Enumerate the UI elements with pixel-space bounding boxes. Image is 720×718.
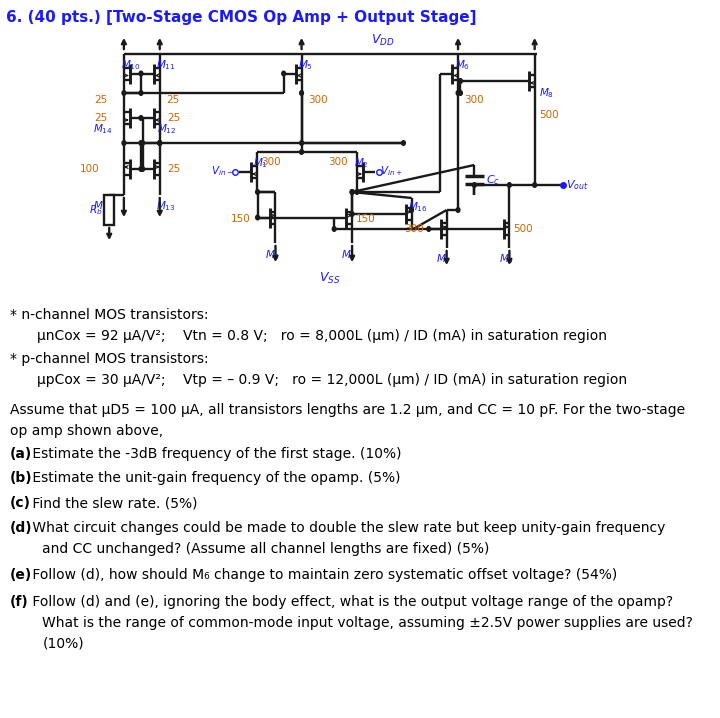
- Circle shape: [350, 212, 354, 216]
- FancyBboxPatch shape: [104, 195, 114, 225]
- Circle shape: [122, 141, 126, 145]
- Circle shape: [456, 208, 460, 213]
- Text: 25: 25: [167, 164, 180, 174]
- Text: 100: 100: [80, 164, 99, 174]
- Text: Assume that μD5 = 100 μA, all transistors lengths are 1.2 μm, and CC = 10 pF. Fo: Assume that μD5 = 100 μA, all transistor…: [10, 403, 685, 417]
- Text: 25: 25: [94, 113, 107, 123]
- Text: Follow (d), how should M₆ change to maintain zero systematic offset voltage? (54: Follow (d), how should M₆ change to main…: [27, 569, 617, 582]
- Text: Follow (d) and (e), ignoring the body effect, what is the output voltage range o: Follow (d) and (e), ignoring the body ef…: [27, 595, 672, 609]
- Circle shape: [410, 208, 413, 213]
- Text: $M_6$: $M_6$: [455, 58, 470, 72]
- Circle shape: [140, 167, 145, 172]
- Text: 300: 300: [404, 224, 424, 234]
- Text: What is the range of common-mode input voltage, assuming ±2.5V power supplies ar: What is the range of common-mode input v…: [42, 616, 693, 630]
- Text: 300: 300: [328, 157, 348, 167]
- Text: $R_b$: $R_b$: [89, 203, 103, 217]
- Circle shape: [158, 141, 161, 145]
- Circle shape: [459, 90, 462, 95]
- Circle shape: [139, 141, 143, 145]
- Text: 300: 300: [261, 157, 282, 167]
- Circle shape: [533, 182, 536, 187]
- Circle shape: [355, 190, 359, 195]
- Text: $M_{14}$: $M_{14}$: [93, 122, 112, 136]
- Text: $M_{15}$: $M_{15}$: [93, 199, 112, 213]
- Text: 25: 25: [94, 95, 107, 105]
- Text: (b): (b): [10, 472, 32, 485]
- Text: $V_{DD}$: $V_{DD}$: [371, 32, 395, 47]
- Circle shape: [256, 190, 259, 195]
- Circle shape: [300, 149, 303, 154]
- Circle shape: [256, 215, 259, 220]
- Circle shape: [282, 71, 286, 76]
- Text: (a): (a): [10, 447, 32, 461]
- Text: Estimate the -3dB frequency of the first stage. (10%): Estimate the -3dB frequency of the first…: [27, 447, 401, 461]
- Circle shape: [139, 167, 143, 172]
- Circle shape: [402, 141, 405, 145]
- Circle shape: [459, 79, 462, 83]
- Circle shape: [508, 182, 511, 187]
- Text: (f): (f): [10, 595, 29, 609]
- Text: $M_1$: $M_1$: [253, 156, 269, 169]
- Circle shape: [427, 227, 431, 231]
- Text: 300: 300: [308, 95, 328, 105]
- Text: What circuit changes could be made to double the slew rate but keep unity-gain f: What circuit changes could be made to do…: [27, 521, 665, 535]
- Text: $V_{in-}$: $V_{in-}$: [212, 164, 234, 178]
- Text: Find the slew rate. (5%): Find the slew rate. (5%): [27, 496, 197, 510]
- Circle shape: [139, 116, 143, 121]
- Text: $V_{SS}$: $V_{SS}$: [318, 271, 340, 286]
- Circle shape: [350, 190, 354, 195]
- Text: 150: 150: [356, 215, 376, 225]
- Text: (10%): (10%): [42, 637, 84, 651]
- Circle shape: [158, 141, 161, 145]
- Text: $M_8$: $M_8$: [539, 86, 554, 100]
- Circle shape: [333, 227, 336, 231]
- Text: 500: 500: [513, 224, 533, 234]
- Text: (d): (d): [10, 521, 32, 535]
- Text: Estimate the unit-gain frequency of the opamp. (5%): Estimate the unit-gain frequency of the …: [27, 472, 400, 485]
- Circle shape: [122, 90, 126, 95]
- Circle shape: [456, 90, 460, 95]
- Text: and CC unchanged? (Assume all channel lengths are fixed) (5%): and CC unchanged? (Assume all channel le…: [42, 541, 490, 556]
- Text: 6. (40 pts.) [Two-Stage CMOS Op Amp + Output Stage]: 6. (40 pts.) [Two-Stage CMOS Op Amp + Ou…: [6, 10, 476, 25]
- Text: 25: 25: [167, 113, 180, 123]
- Text: $M_{10}$: $M_{10}$: [121, 58, 140, 72]
- Text: $M_{11}$: $M_{11}$: [156, 58, 176, 72]
- Text: (e): (e): [10, 569, 32, 582]
- Text: op amp shown above,: op amp shown above,: [10, 424, 163, 438]
- Circle shape: [350, 190, 354, 195]
- Text: $M_7$: $M_7$: [436, 252, 451, 266]
- Circle shape: [139, 71, 143, 76]
- Text: 150: 150: [231, 215, 251, 225]
- Text: μnCox = 92 μA/V²;    Vtn = 0.8 V;   ro = 8,000L (μm) / ID (mA) in saturation reg: μnCox = 92 μA/V²; Vtn = 0.8 V; ro = 8,00…: [37, 329, 607, 343]
- Circle shape: [300, 141, 303, 145]
- Text: μpCox = 30 μA/V²;    Vtp = – 0.9 V;   ro = 12,000L (μm) / ID (mA) in saturation : μpCox = 30 μA/V²; Vtp = – 0.9 V; ro = 12…: [37, 373, 627, 386]
- Circle shape: [139, 90, 143, 95]
- Text: $M_5$: $M_5$: [298, 58, 313, 72]
- Text: * p-channel MOS transistors:: * p-channel MOS transistors:: [10, 352, 208, 365]
- Circle shape: [158, 141, 161, 145]
- Text: 300: 300: [464, 95, 484, 105]
- Text: $M_{13}$: $M_{13}$: [156, 199, 176, 213]
- Text: $M_{16}$: $M_{16}$: [408, 200, 428, 214]
- Text: $M_2$: $M_2$: [354, 156, 369, 169]
- Circle shape: [472, 182, 476, 187]
- Text: 25: 25: [166, 95, 179, 105]
- Circle shape: [300, 90, 303, 95]
- Text: $M_4$: $M_4$: [341, 248, 356, 262]
- Text: $V_{in+}$: $V_{in+}$: [380, 164, 402, 178]
- Text: $M_3$: $M_3$: [265, 248, 280, 262]
- Text: (c): (c): [10, 496, 31, 510]
- Text: $C_c$: $C_c$: [486, 173, 500, 187]
- Circle shape: [140, 141, 145, 145]
- Text: $M_9$: $M_9$: [498, 252, 513, 266]
- Text: * n-channel MOS transistors:: * n-channel MOS transistors:: [10, 308, 208, 322]
- Text: $M_{12}$: $M_{12}$: [157, 122, 176, 136]
- Text: 500: 500: [539, 110, 559, 120]
- Text: $V_{out}$: $V_{out}$: [567, 178, 589, 192]
